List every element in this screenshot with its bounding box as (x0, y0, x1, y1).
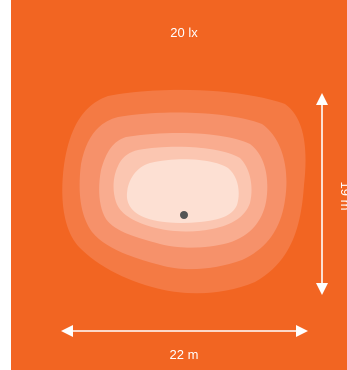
arrow-head-right-icon (296, 325, 308, 337)
arrow-head-left-icon (61, 325, 73, 337)
width-label: 22 m (170, 347, 199, 362)
height-label: 19 m (338, 182, 347, 211)
isolux-zone-inner (126, 159, 239, 223)
width-dimension-arrow (61, 325, 308, 337)
arrow-head-down-icon (316, 283, 328, 295)
light-source-dot-icon (180, 211, 188, 219)
arrow-head-up-icon (316, 93, 328, 105)
illuminance-label: 20 lx (170, 25, 198, 40)
height-dimension-arrow (316, 93, 328, 295)
